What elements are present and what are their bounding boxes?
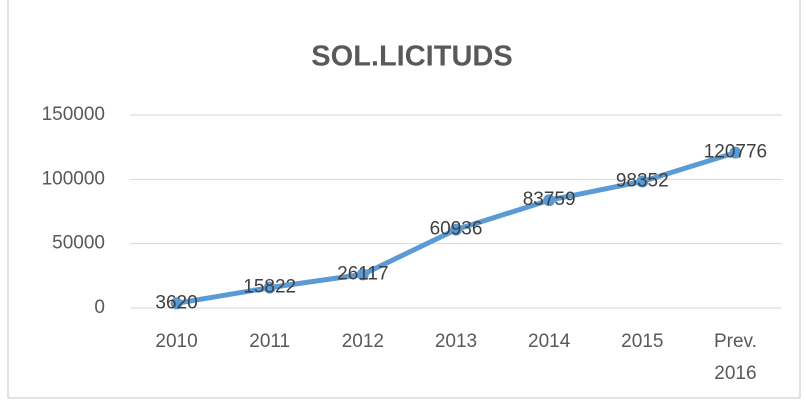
- y-tick-label: 100000: [42, 168, 105, 189]
- x-tick-label: 2015: [621, 331, 664, 352]
- x-tick-label: 2011: [249, 331, 291, 352]
- data-label: 83759: [523, 189, 576, 210]
- data-label: 60936: [430, 219, 483, 240]
- x-tick-label: 2014: [528, 331, 571, 352]
- marker: [729, 146, 742, 159]
- marker: [356, 268, 369, 281]
- x-tick-label: 2012: [341, 331, 384, 352]
- marker: [263, 281, 276, 294]
- marker: [450, 223, 462, 236]
- marker: [636, 175, 649, 188]
- data-label: 98352: [616, 170, 669, 191]
- data-label: 3620: [155, 292, 197, 313]
- marker: [543, 194, 556, 207]
- marker: [170, 297, 183, 310]
- x-tick-label: 2013: [434, 331, 478, 352]
- y-tick-label: 50000: [52, 233, 105, 254]
- chart-border: [7, 0, 801, 399]
- data-label: 26117: [337, 263, 388, 284]
- data-label: 120776: [704, 142, 767, 163]
- data-label: 15822: [243, 277, 296, 298]
- x-tick-label: 2010: [155, 331, 198, 352]
- chart-title: SOL.LICITUDS: [311, 41, 512, 73]
- y-tick-label: 0: [94, 297, 105, 318]
- y-tick-label: 150000: [42, 104, 105, 125]
- x-tick-label: Prev. 2016: [713, 331, 757, 384]
